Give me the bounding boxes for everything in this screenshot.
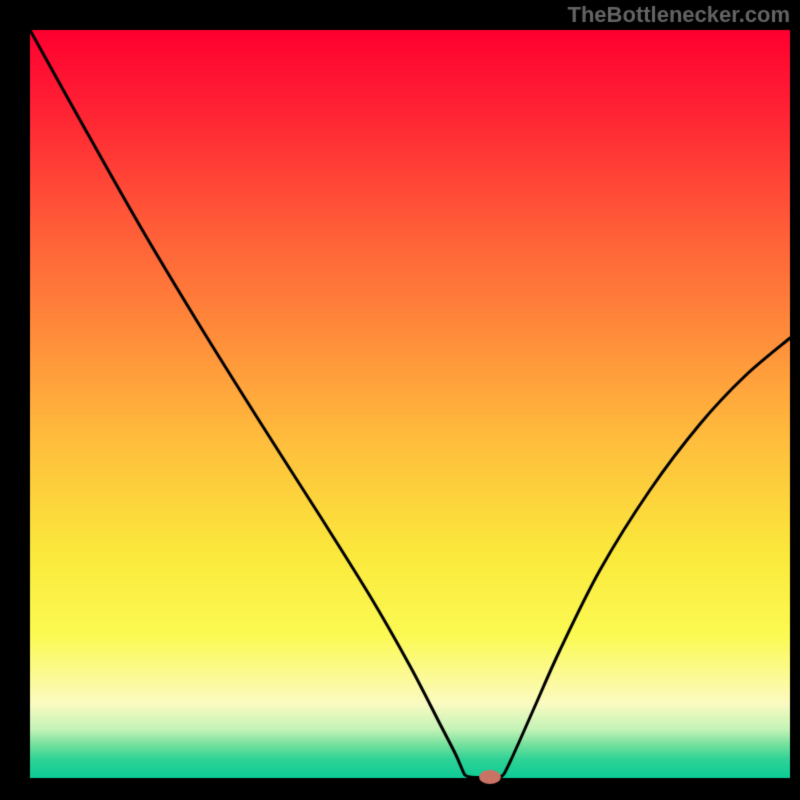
bottleneck-chart xyxy=(0,0,800,800)
